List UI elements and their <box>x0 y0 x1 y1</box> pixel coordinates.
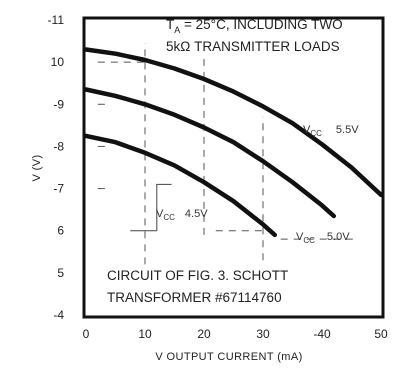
x-tick-label: -40 <box>313 327 331 341</box>
x-axis-label: V OUTPUT CURRENT (mA) <box>155 351 302 363</box>
grid <box>97 43 358 265</box>
conditions-line-1: TA = 25°C, INCLUDING TWO <box>166 17 343 35</box>
x-tick-label: 20 <box>197 327 211 341</box>
plot-frame <box>82 16 385 319</box>
y-tick-label: 5 <box>57 266 64 280</box>
conditions-line-2: 5kΩ TRANSMITTER LOADS <box>166 39 340 54</box>
x-tick-label: 10 <box>138 327 152 341</box>
y-tick-label: -4 <box>53 308 64 322</box>
circuit-note-line-1: CIRCUIT OF FIG. 3. SCHOTT <box>107 268 288 283</box>
series-line-0 <box>83 47 384 198</box>
series-label-vcc-5-0v: VCC 5.0V <box>296 231 350 245</box>
y-tick-label: -8 <box>53 139 64 153</box>
series-line-2 <box>83 133 278 238</box>
y-axis-label: V (V) <box>31 154 43 181</box>
series-line-1 <box>83 87 337 219</box>
y-tick-label: -7 <box>53 182 64 196</box>
x-tick-label: 30 <box>256 327 270 341</box>
y-tick-label: -9 <box>53 97 64 111</box>
y-tick-label: 6 <box>57 224 64 238</box>
y-tick-label: -11 <box>48 13 65 27</box>
series-label-vcc-5-5v: VCC 5.5V <box>303 124 359 138</box>
vcc-4-5v-leader <box>130 183 172 232</box>
circuit-note-line-2: TRANSFORMER #67114760 <box>107 290 282 305</box>
series-group <box>83 47 384 238</box>
x-tick-labels: 0 10 20 30 -40 50 <box>83 327 388 341</box>
x-tick-label: 0 <box>83 327 90 341</box>
y-tick-labels: -4 5 6 -7 -8 -9 10 -11 <box>48 13 65 322</box>
x-tick-label: 50 <box>374 327 388 341</box>
y-tick-label: 10 <box>51 55 65 69</box>
series-label-vcc-4-5v: VCC 4.5V <box>156 208 208 222</box>
